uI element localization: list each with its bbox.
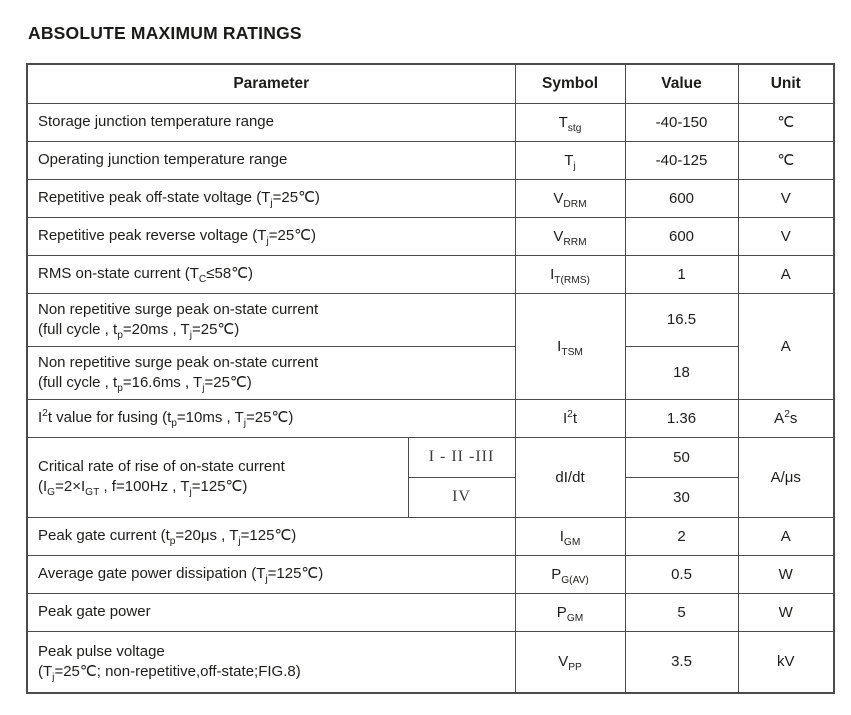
parameter-line2: (Tj=25℃; non-repetitive,off-state;FIG.8): [38, 662, 301, 683]
parameter-cell: Operating junction temperature range: [26, 140, 516, 180]
unit-cell: V: [737, 216, 835, 256]
unit-cell: A2s: [737, 398, 835, 438]
value-cell: 1.36: [624, 398, 739, 438]
value-cell: 3.5: [624, 630, 739, 694]
unit-cell: W: [737, 592, 835, 632]
value-cell: 30: [624, 476, 739, 518]
unit-cell: A: [737, 254, 835, 294]
symbol-cell: I2t: [514, 398, 626, 438]
table-row-vdrm: Repetitive peak off-state voltage (Tj=25…: [26, 178, 835, 218]
unit-cell: A: [737, 516, 835, 556]
symbol-cell: Tj: [514, 140, 626, 180]
class-cell-iv: IV: [407, 476, 516, 518]
parameter-cell: Peak gate power: [26, 592, 516, 632]
value-cell: 50: [624, 436, 739, 478]
value-cell: 5: [624, 592, 739, 632]
table-row-igm: Peak gate current (tp=20μs , Tj=125℃) IG…: [26, 516, 835, 556]
table-row-storage-temp: Storage junction temperature range Tstg …: [26, 102, 835, 142]
parameter-line2: (IG=2×IGT , f=100Hz , Tj=125℃): [38, 478, 248, 498]
unit-cell: ℃: [737, 140, 835, 180]
table-row-didt-class123: Critical rate of rise of on-state curren…: [26, 436, 835, 518]
table-row-didt-class4: IV 30: [27, 476, 834, 518]
parameter-cell: Peak gate current (tp=20μs , Tj=125℃): [26, 516, 516, 556]
table-row-i2t: I2t value for fusing (tp=10ms , Tj=25℃) …: [26, 398, 835, 438]
symbol-cell: PGM: [514, 592, 626, 632]
unit-cell: kV: [737, 630, 835, 694]
parameter-cell: Non repetitive surge peak on-state curre…: [26, 292, 516, 347]
class-cell-i-ii-iii: I - II -III: [407, 436, 516, 478]
table-row-vpp: Peak pulse voltage (Tj=25℃; non-repetiti…: [26, 630, 835, 694]
symbol-cell-didt: dI/dt: [514, 436, 626, 518]
table-row-itsm-16ms: Non repetitive surge peak on-state curre…: [26, 345, 834, 400]
symbol-cell: IGM: [514, 516, 626, 556]
parameter-cell: Storage junction temperature range: [26, 102, 516, 142]
col-header-symbol: Symbol: [514, 63, 626, 104]
value-cell: 18: [624, 345, 739, 400]
table-header-row: Parameter Symbol Value Unit: [26, 63, 835, 104]
table-row-itrms: RMS on-state current (TC≤58℃) IT(RMS) 1 …: [26, 254, 835, 294]
parameter-line1: Non repetitive surge peak on-state curre…: [38, 300, 319, 318]
parameter-line1: Critical rate of rise of on-state curren…: [38, 458, 285, 475]
col-header-unit: Unit: [737, 63, 835, 104]
value-cell: -40-150: [624, 102, 739, 142]
table-row-pgav: Average gate power dissipation (Tj=125℃)…: [26, 554, 835, 594]
parameter-line2: (full cycle , tp=20ms , Tj=25℃): [38, 320, 240, 341]
absolute-maximum-ratings-table: Parameter Symbol Value Unit Storage junc…: [26, 63, 836, 694]
parameter-line2: (full cycle , tp=16.6ms , Tj=25℃): [38, 373, 252, 394]
parameter-cell: I2t value for fusing (tp=10ms , Tj=25℃): [26, 398, 516, 438]
table-row-itsm-20ms: Non repetitive surge peak on-state curre…: [26, 292, 835, 400]
table-row-vrrm: Repetitive peak reverse voltage (Tj=25℃)…: [26, 216, 835, 256]
symbol-cell: VDRM: [514, 178, 626, 218]
symbol-cell: Tstg: [514, 102, 626, 142]
parameter-line1: Non repetitive surge peak on-state curre…: [38, 353, 319, 371]
parameter-cell-didt: Critical rate of rise of on-state curren…: [26, 436, 409, 518]
value-cell: 1: [624, 254, 739, 294]
value-cell: 0.5: [624, 554, 739, 594]
parameter-cell: Average gate power dissipation (Tj=125℃): [26, 554, 516, 594]
symbol-cell: PG(AV): [514, 554, 626, 594]
value-cell: 600: [624, 178, 739, 218]
page-title: ABSOLUTE MAXIMUM RATINGS: [28, 23, 302, 43]
col-header-value: Value: [624, 63, 739, 104]
unit-cell: W: [737, 554, 835, 594]
parameter-cell: Repetitive peak reverse voltage (Tj=25℃): [26, 216, 516, 256]
table-row-pgm: Peak gate power PGM 5 W: [26, 592, 835, 632]
parameter-cell: Non repetitive surge peak on-state curre…: [26, 345, 516, 400]
value-cell: 600: [624, 216, 739, 256]
value-cell: 2: [624, 516, 739, 556]
parameter-cell-vpp: Peak pulse voltage (Tj=25℃; non-repetiti…: [26, 630, 516, 694]
unit-cell: V: [737, 178, 835, 218]
value-cell: 16.5: [624, 292, 739, 347]
unit-cell-didt: A/μs: [737, 436, 835, 518]
symbol-cell: VRRM: [514, 216, 626, 256]
unit-cell: ℃: [737, 102, 835, 142]
parameter-line1: Peak pulse voltage: [38, 642, 165, 660]
unit-cell-itsm: A: [737, 292, 835, 400]
symbol-cell: IT(RMS): [514, 254, 626, 294]
col-header-parameter: Parameter: [26, 63, 516, 104]
symbol-cell-itsm: ITSM: [514, 292, 626, 400]
parameter-cell: RMS on-state current (TC≤58℃): [26, 254, 516, 294]
parameter-cell: Repetitive peak off-state voltage (Tj=25…: [26, 178, 516, 218]
table-row-operating-temp: Operating junction temperature range Tj …: [26, 140, 835, 180]
symbol-cell: VPP: [514, 630, 626, 694]
value-cell: -40-125: [624, 140, 739, 180]
